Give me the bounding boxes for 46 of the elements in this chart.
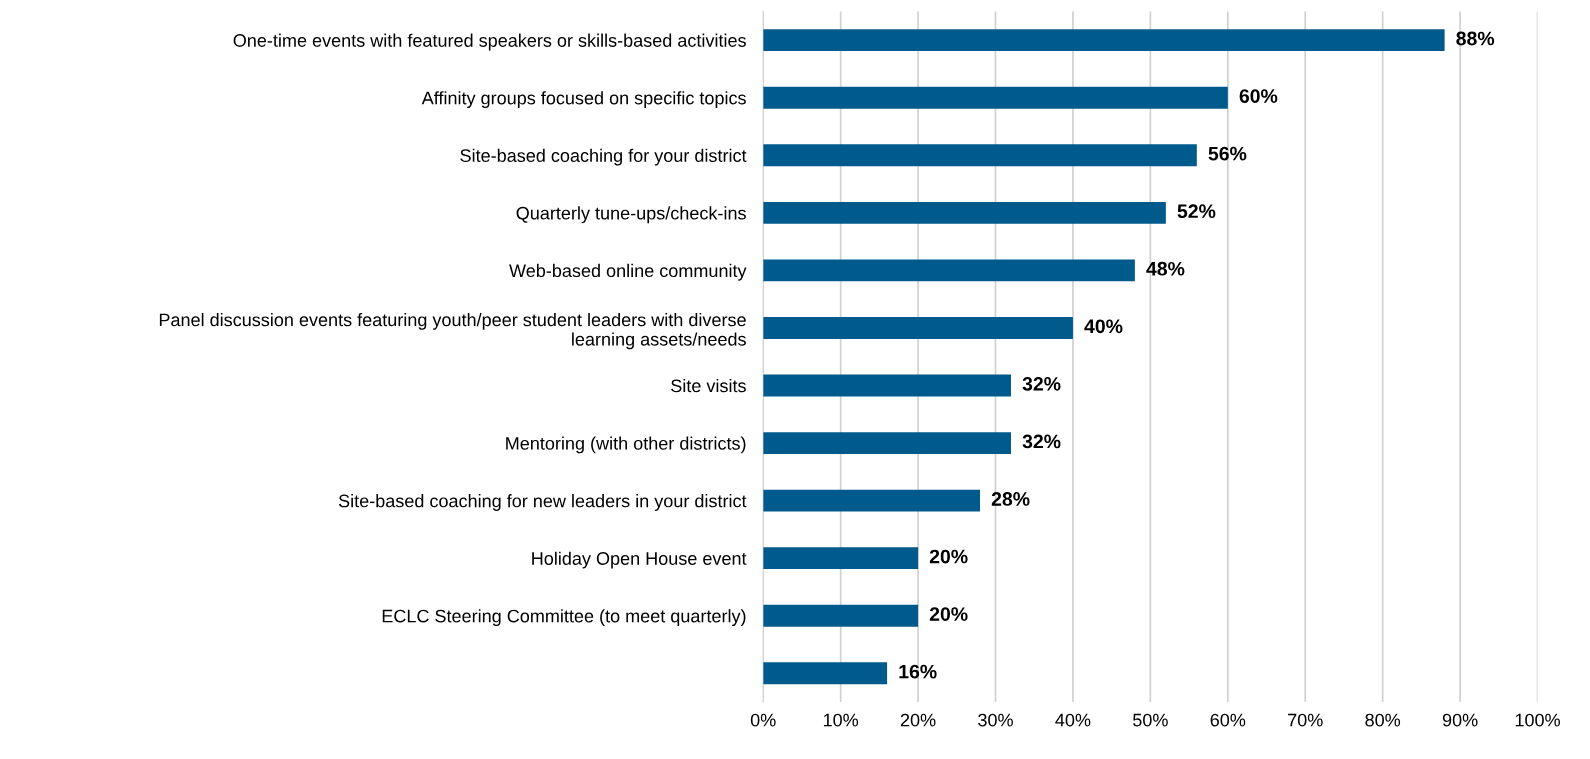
bar (763, 432, 1011, 454)
bar (763, 86, 1228, 109)
y-tick-label: Quarterly tune-ups/check-ins (516, 206, 746, 224)
y-tick-label: Holiday Open House event (532, 551, 747, 569)
x-tick-label: 100% (1515, 713, 1560, 727)
x-tick-label: 20% (900, 713, 936, 727)
x-tick-label: 30% (978, 713, 1013, 727)
x-tick-label: 70% (1288, 713, 1323, 727)
bar (763, 374, 1011, 397)
bar (763, 144, 1197, 167)
y-tick-label: Mentoring (with other districts) (506, 436, 746, 454)
x-tick-label: 0% (750, 713, 776, 727)
x-tick-label: 10% (823, 713, 859, 727)
y-tick-label: Site-based coaching for new leaders in your district (338, 494, 747, 511)
y-tick-label: Affinity groups focused on specific topics (421, 91, 746, 109)
bar (763, 662, 888, 685)
y-tick-label: Site-based coaching for your district (460, 148, 747, 166)
x-tick-label: 80% (1365, 713, 1401, 727)
y-tick-label: Panel discussion events featuring youth/peer student leaders with diverse learning assets/needs (159, 312, 746, 350)
bar (763, 489, 981, 512)
bar (763, 201, 1166, 224)
data-label: 60% (1239, 89, 1278, 103)
bar (763, 547, 919, 570)
data-label: 32% (1022, 434, 1061, 449)
y-tick-label: ECLC Steering Committee (to meet quarterly) (382, 609, 746, 627)
data-label: 28% (991, 492, 1030, 506)
data-label: 32% (1022, 376, 1061, 391)
bar (763, 29, 1445, 52)
bar (763, 259, 1135, 282)
y-tick-label: One-time events with featured speakers or skills-based activities (233, 33, 746, 51)
y-tick-label: Site visits (671, 378, 746, 393)
x-tick-label: 90% (1442, 713, 1478, 727)
data-label: 52% (1177, 204, 1216, 219)
data-label: 56% (1208, 146, 1247, 161)
bar (763, 317, 1073, 339)
y-tick-label: Web-based online community (509, 263, 747, 281)
x-tick-label: 40% (1055, 713, 1091, 727)
data-label: 40% (1084, 319, 1123, 334)
data-label: 88% (1456, 31, 1495, 46)
bar (763, 604, 919, 627)
data-label: 20% (929, 549, 968, 564)
x-tick-label: 50% (1133, 713, 1168, 727)
data-label: 20% (929, 607, 968, 621)
data-label: 16% (899, 664, 937, 679)
data-label: 48% (1146, 261, 1185, 276)
x-tick-label: 60% (1210, 713, 1246, 727)
